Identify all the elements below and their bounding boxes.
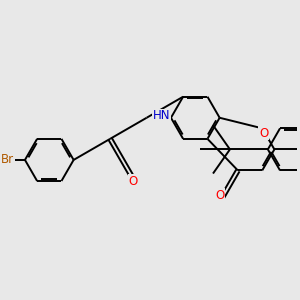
Text: HN: HN bbox=[153, 109, 170, 122]
Text: Br: Br bbox=[1, 153, 14, 167]
Text: O: O bbox=[259, 127, 268, 140]
Text: O: O bbox=[215, 189, 225, 202]
Text: O: O bbox=[129, 175, 138, 188]
